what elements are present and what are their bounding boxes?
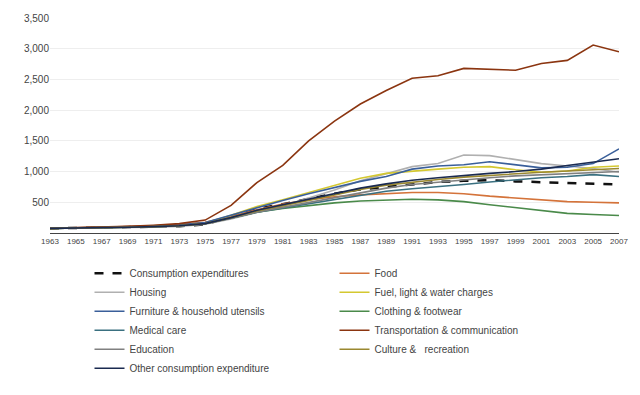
svg-text:1971: 1971 (145, 237, 163, 246)
svg-text:1965: 1965 (67, 237, 85, 246)
svg-text:Culture & recreation: Culture & recreation (375, 344, 470, 355)
svg-text:1,500: 1,500 (24, 135, 49, 146)
svg-text:Transportation & communication: Transportation & communication (375, 325, 519, 336)
svg-text:Food: Food (375, 268, 398, 279)
svg-text:Clothing & footwear: Clothing & footwear (375, 306, 463, 317)
svg-text:1999: 1999 (507, 237, 525, 246)
svg-text:1991: 1991 (403, 237, 421, 246)
svg-text:1967: 1967 (93, 237, 111, 246)
svg-text:1987: 1987 (351, 237, 369, 246)
svg-text:2005: 2005 (584, 237, 602, 246)
svg-text:3,500: 3,500 (24, 13, 49, 24)
svg-text:2,500: 2,500 (24, 74, 49, 85)
svg-text:3,000: 3,000 (24, 43, 49, 54)
svg-text:Other consumption expenditure: Other consumption expenditure (130, 363, 270, 374)
svg-text:2001: 2001 (533, 237, 551, 246)
svg-text:Furniture & household utensils: Furniture & household utensils (130, 306, 265, 317)
svg-text:Fuel, light & water charges: Fuel, light & water charges (375, 287, 493, 298)
svg-text:2,000: 2,000 (24, 105, 49, 116)
svg-text:1985: 1985 (326, 237, 344, 246)
svg-text:1989: 1989 (377, 237, 395, 246)
svg-text:1975: 1975 (196, 237, 214, 246)
svg-text:2003: 2003 (558, 237, 576, 246)
svg-text:Consumption expenditures: Consumption expenditures (130, 268, 249, 279)
svg-text:1963: 1963 (41, 237, 59, 246)
svg-text:1973: 1973 (170, 237, 188, 246)
svg-text:Housing: Housing (130, 287, 167, 298)
svg-text:1981: 1981 (274, 237, 292, 246)
svg-text:1979: 1979 (248, 237, 266, 246)
svg-text:2007: 2007 (610, 237, 628, 246)
svg-text:1977: 1977 (222, 237, 240, 246)
svg-text:1969: 1969 (119, 237, 137, 246)
svg-text:1993: 1993 (429, 237, 447, 246)
svg-text:1983: 1983 (300, 237, 318, 246)
svg-text:500: 500 (32, 197, 49, 208)
svg-text:1997: 1997 (481, 237, 499, 246)
svg-text:Medical care: Medical care (130, 325, 187, 336)
svg-text:1,000: 1,000 (24, 166, 49, 177)
svg-text:Education: Education (130, 344, 174, 355)
svg-text:1995: 1995 (455, 237, 473, 246)
